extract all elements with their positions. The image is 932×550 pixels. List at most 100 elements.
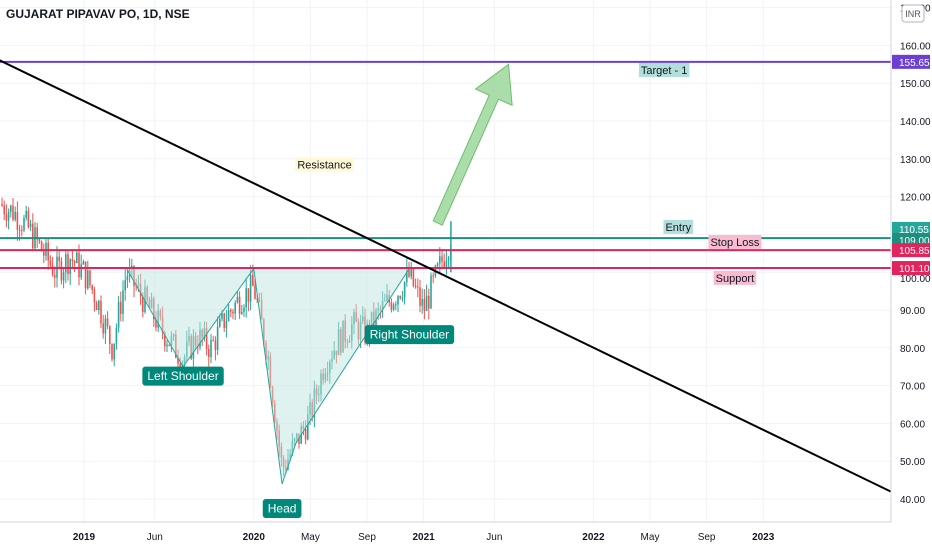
annotation-entry[interactable]: Entry (663, 219, 694, 234)
resistance-trend-line[interactable] (0, 19, 891, 493)
time-tick-label: May (301, 532, 320, 543)
price-tag (892, 221, 930, 236)
candle-body (80, 264, 82, 278)
candle-body (32, 223, 34, 249)
candle-body (60, 260, 63, 281)
candle-body (82, 261, 85, 265)
candle-body (16, 211, 19, 230)
candle-body (390, 302, 393, 310)
annotation-right-shoulder[interactable]: Right Shoulder (364, 325, 455, 345)
annotation-target[interactable]: Target - 1 (638, 62, 690, 77)
annotation-stop-loss-text: Stop Loss (710, 237, 759, 249)
annotation-resistance[interactable]: Resistance (295, 157, 354, 172)
candle-body (3, 205, 5, 215)
candle-body (43, 251, 45, 256)
candle-body (249, 274, 252, 302)
price-tick-label: 140.00 (900, 117, 931, 128)
candle-body (38, 239, 41, 242)
time-tick-label: Sep (358, 532, 376, 543)
candle-body (124, 280, 126, 291)
candle-body (58, 256, 60, 261)
candle-body (1, 204, 3, 206)
candle-body (27, 210, 30, 228)
time-axis[interactable] (0, 521, 932, 550)
candle-body (439, 256, 441, 264)
candle-body (447, 258, 450, 261)
candle-body (445, 260, 448, 268)
candle-body (252, 274, 254, 287)
currency-badge[interactable]: INR (901, 4, 925, 23)
candle-body (73, 261, 76, 264)
candle-body (256, 298, 258, 300)
time-tick-label: Jun (486, 532, 502, 543)
annotation-target-text: Target - 1 (641, 65, 687, 77)
time-tick-label: 2023 (752, 532, 775, 543)
candle-body (241, 311, 243, 314)
candle-body (95, 302, 98, 311)
annotation-support[interactable]: Support (713, 270, 757, 285)
candle-body (219, 318, 221, 327)
price-tag-label: 109.00 (899, 236, 930, 247)
candle-body (417, 286, 419, 288)
candle-body (98, 300, 100, 311)
annotation-entry-text: Entry (665, 222, 691, 234)
annotation-left-shoulder[interactable]: Left Shoulder (142, 366, 224, 386)
candle-body (87, 270, 89, 289)
time-tick-label: 2021 (412, 532, 435, 543)
candle-body (205, 328, 208, 349)
price-tag (892, 261, 930, 276)
candle-body (177, 357, 179, 364)
candle-body (234, 302, 236, 314)
candle-body (5, 214, 8, 221)
currency-label: INR (905, 9, 921, 19)
candle-body (10, 205, 12, 212)
price-tick-label: 80.00 (900, 344, 925, 355)
candle-body (212, 340, 214, 342)
candle-body (179, 363, 181, 370)
annotation-head-text: Head (268, 501, 297, 515)
candle-body (430, 275, 432, 309)
candle-body (236, 296, 239, 303)
price-axis[interactable] (890, 0, 932, 522)
candle-body (21, 229, 23, 231)
candle-body (168, 344, 170, 346)
candle-body (23, 218, 25, 231)
candle-body (243, 307, 245, 312)
candle-body (62, 272, 65, 281)
candle-body (254, 286, 256, 299)
candle-body (122, 290, 124, 314)
annotation-head[interactable]: Head (262, 498, 302, 518)
candle-body (71, 259, 74, 262)
candle-body (421, 299, 423, 306)
candle-body (227, 309, 230, 321)
candle-body (49, 260, 52, 266)
candle-body (117, 301, 120, 328)
candle-body (89, 270, 91, 286)
candle-body (232, 311, 234, 314)
time-tick-label: May (641, 532, 660, 543)
candle-body (29, 223, 32, 228)
annotation-stop-loss[interactable]: Stop Loss (708, 234, 762, 249)
candle-body (408, 269, 410, 277)
candle-body (12, 205, 14, 220)
price-tick-label-partial: 100.00 (900, 274, 931, 285)
annotation-right-shoulder-text: Right Shoulder (370, 328, 449, 342)
candle-body (225, 320, 228, 329)
price-tick-label: 60.00 (900, 419, 925, 430)
candle-body (410, 267, 412, 277)
candle-body (230, 309, 232, 312)
time-tick-label: 2020 (243, 532, 266, 543)
candle-body (14, 211, 16, 220)
candle-body (104, 318, 107, 334)
candle-body (441, 256, 443, 262)
target-arrow[interactable] (432, 63, 513, 226)
candle-body (412, 267, 415, 286)
candle-body (164, 332, 166, 347)
annotation-left-shoulder-text: Left Shoulder (147, 369, 218, 383)
grid (0, 0, 891, 522)
candle-body (109, 326, 111, 345)
candle-body (304, 429, 307, 440)
time-tick-label: Jun (147, 532, 163, 543)
